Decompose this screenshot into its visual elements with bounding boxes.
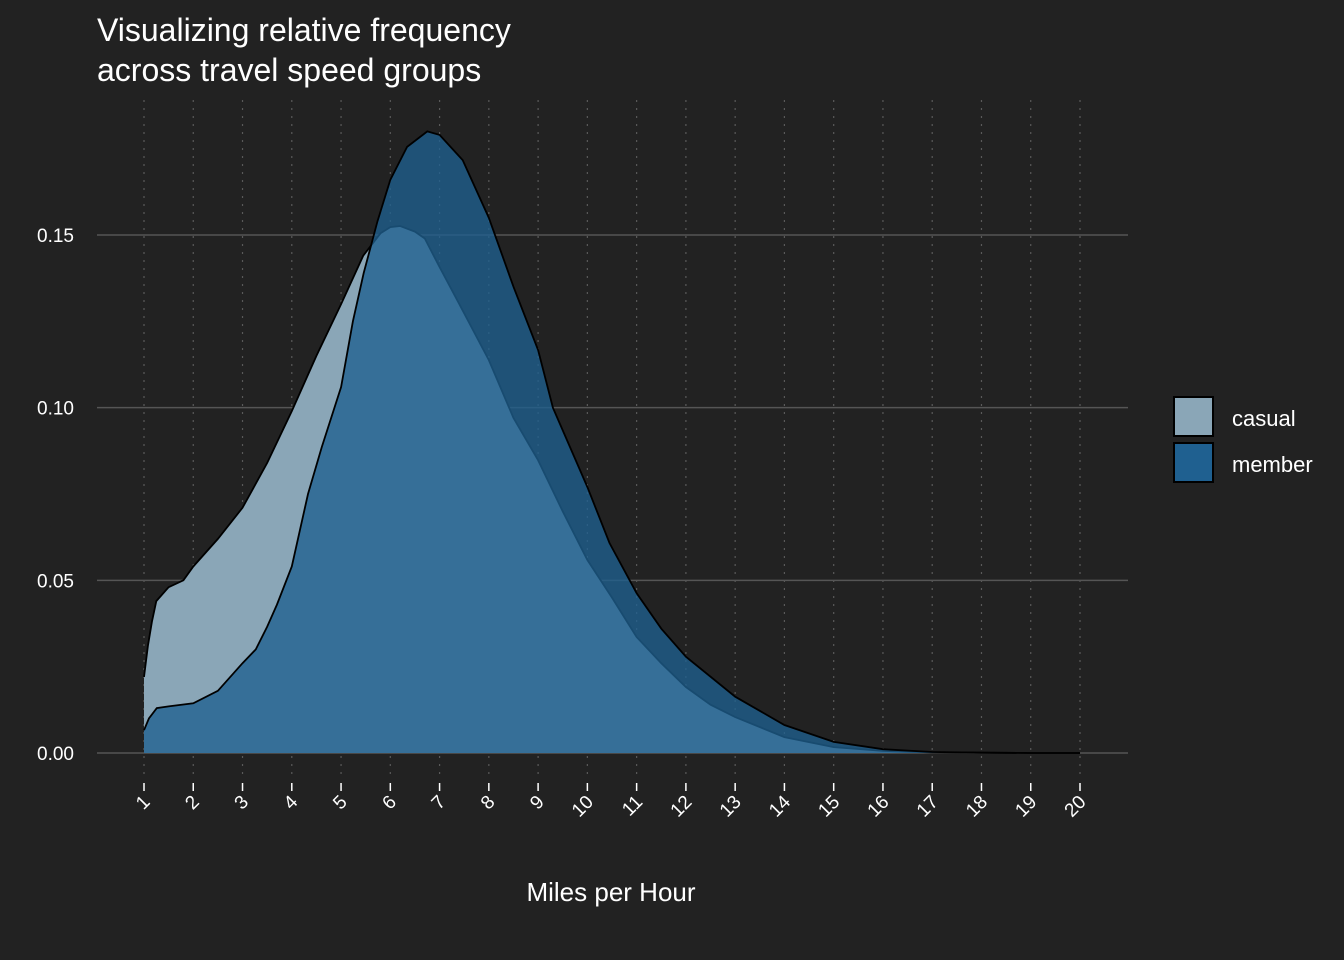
x-tick-label: 4: [280, 791, 303, 814]
legend-swatch-member: [1173, 442, 1214, 483]
x-tick-label: 15: [814, 792, 844, 822]
x-tick-label: 7: [428, 792, 450, 814]
chart-title: Visualizing relative frequency across tr…: [97, 12, 511, 88]
x-tick-label: 8: [477, 792, 499, 814]
legend-swatch-casual: [1173, 396, 1214, 437]
density-areas: [143, 130, 1080, 754]
y-tick-label: 0.00: [37, 744, 74, 765]
x-axis-label: Miles per Hour: [526, 877, 695, 907]
x-tick-label: 13: [716, 792, 746, 822]
y-tick-label: 0.10: [37, 399, 74, 420]
area-member: [144, 131, 1080, 753]
legend-label-member: member: [1232, 452, 1313, 477]
y-tick-label: 0.15: [37, 226, 74, 247]
y-tick-label: 0.05: [37, 571, 74, 592]
x-tick-label: 6: [379, 792, 401, 814]
x-tick-label: 9: [526, 792, 548, 814]
x-tick-label: 1: [132, 792, 154, 814]
x-tick-label: 18: [962, 792, 992, 822]
x-tick-label: 20: [1061, 792, 1091, 822]
legend-label-casual: casual: [1232, 406, 1296, 431]
x-tick-label: 12: [667, 792, 697, 822]
x-tick-label: 16: [864, 792, 894, 822]
line-member: [143, 130, 1080, 754]
x-tick-label: 10: [568, 792, 598, 822]
x-tick-label: 3: [231, 792, 253, 814]
x-tick-label: 5: [329, 792, 351, 814]
x-tick-label: 17: [913, 792, 943, 822]
x-tick-label: 2: [181, 792, 203, 814]
x-tick-label: 14: [765, 791, 795, 821]
x-tick-label: 19: [1011, 792, 1041, 822]
x-tick-label: 11: [618, 792, 647, 821]
